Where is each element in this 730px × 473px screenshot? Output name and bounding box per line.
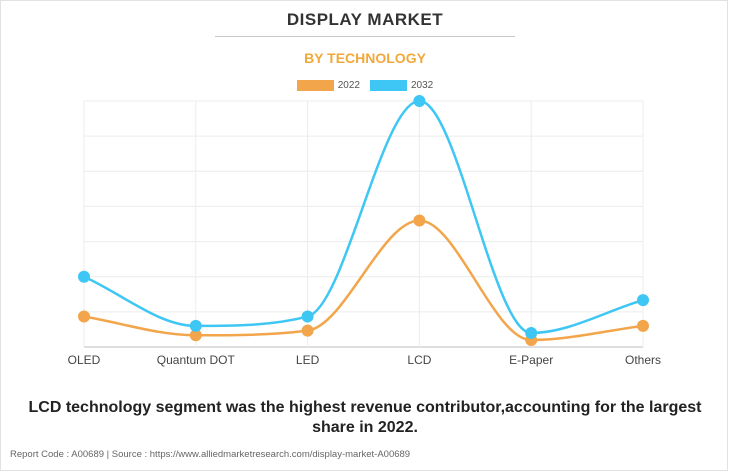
data-point-2032-led[interactable] [301, 310, 314, 323]
data-points [78, 95, 649, 346]
chart-caption: LCD technology segment was the highest r… [28, 399, 702, 436]
legend-swatch-2032 [370, 80, 407, 91]
legend: 2022 2032 [0, 80, 730, 91]
legend-item-2022[interactable]: 2022 [296, 80, 360, 91]
data-point-2032-oled[interactable] [78, 270, 90, 283]
x-tick-label: LED [296, 353, 320, 367]
legend-item-2032[interactable]: 2032 [370, 80, 433, 91]
data-point-2022-lcd[interactable] [413, 214, 426, 227]
grid-lines [83, 100, 644, 348]
x-tick-label: E-Paper [509, 353, 553, 367]
data-point-2022-others[interactable] [637, 319, 649, 332]
series-lines [83, 99, 644, 342]
data-point-2032-lcd[interactable] [413, 95, 426, 107]
data-point-2032-e-paper[interactable] [525, 326, 538, 339]
x-tick-label: Others [625, 353, 661, 367]
data-point-2022-oled[interactable] [78, 310, 90, 323]
legend-label-2032: 2032 [411, 80, 434, 91]
chart-title: DISPLAY MARKET [286, 10, 444, 29]
data-point-2022-led[interactable] [301, 324, 314, 337]
report-footer: Report Code : A00689 | Source : https://… [10, 449, 411, 460]
x-axis-labels: OLED Quantum DOT LED LCD E-Paper Others [68, 353, 661, 367]
data-point-2022-quantum-dot[interactable] [189, 329, 202, 342]
chart-subtitle: BY TECHNOLOGY [304, 50, 426, 66]
legend-swatch-2022 [296, 80, 334, 91]
x-tick-label: Quantum DOT [157, 353, 236, 367]
x-tick-label: OLED [68, 353, 101, 367]
legend-label-2022: 2022 [337, 80, 360, 91]
data-point-2032-quantum-dot[interactable] [189, 319, 202, 332]
title-divider [215, 36, 515, 37]
x-tick-label: LCD [407, 353, 431, 367]
data-point-2032-others[interactable] [637, 294, 649, 307]
series-line-2022 [83, 219, 644, 342]
